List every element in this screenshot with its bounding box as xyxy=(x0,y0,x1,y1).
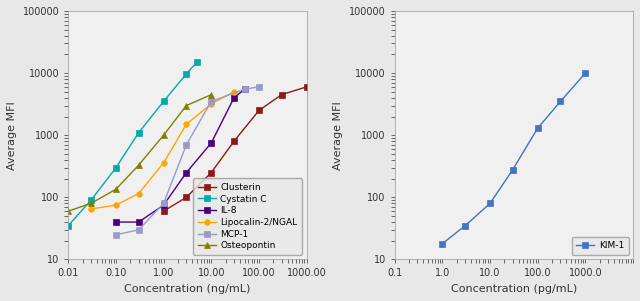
Y-axis label: Average MFI: Average MFI xyxy=(333,101,344,169)
Legend: Clusterin, Cystatin C, IL-8, Lipocalin-2/NGAL, MCP-1, Osteopontin: Clusterin, Cystatin C, IL-8, Lipocalin-2… xyxy=(193,178,302,255)
X-axis label: Concentration (ng/mL): Concentration (ng/mL) xyxy=(124,284,251,294)
Legend: KIM-1: KIM-1 xyxy=(572,237,628,255)
X-axis label: Concentration (pg/mL): Concentration (pg/mL) xyxy=(451,284,577,294)
Y-axis label: Average MFI: Average MFI xyxy=(7,101,17,169)
